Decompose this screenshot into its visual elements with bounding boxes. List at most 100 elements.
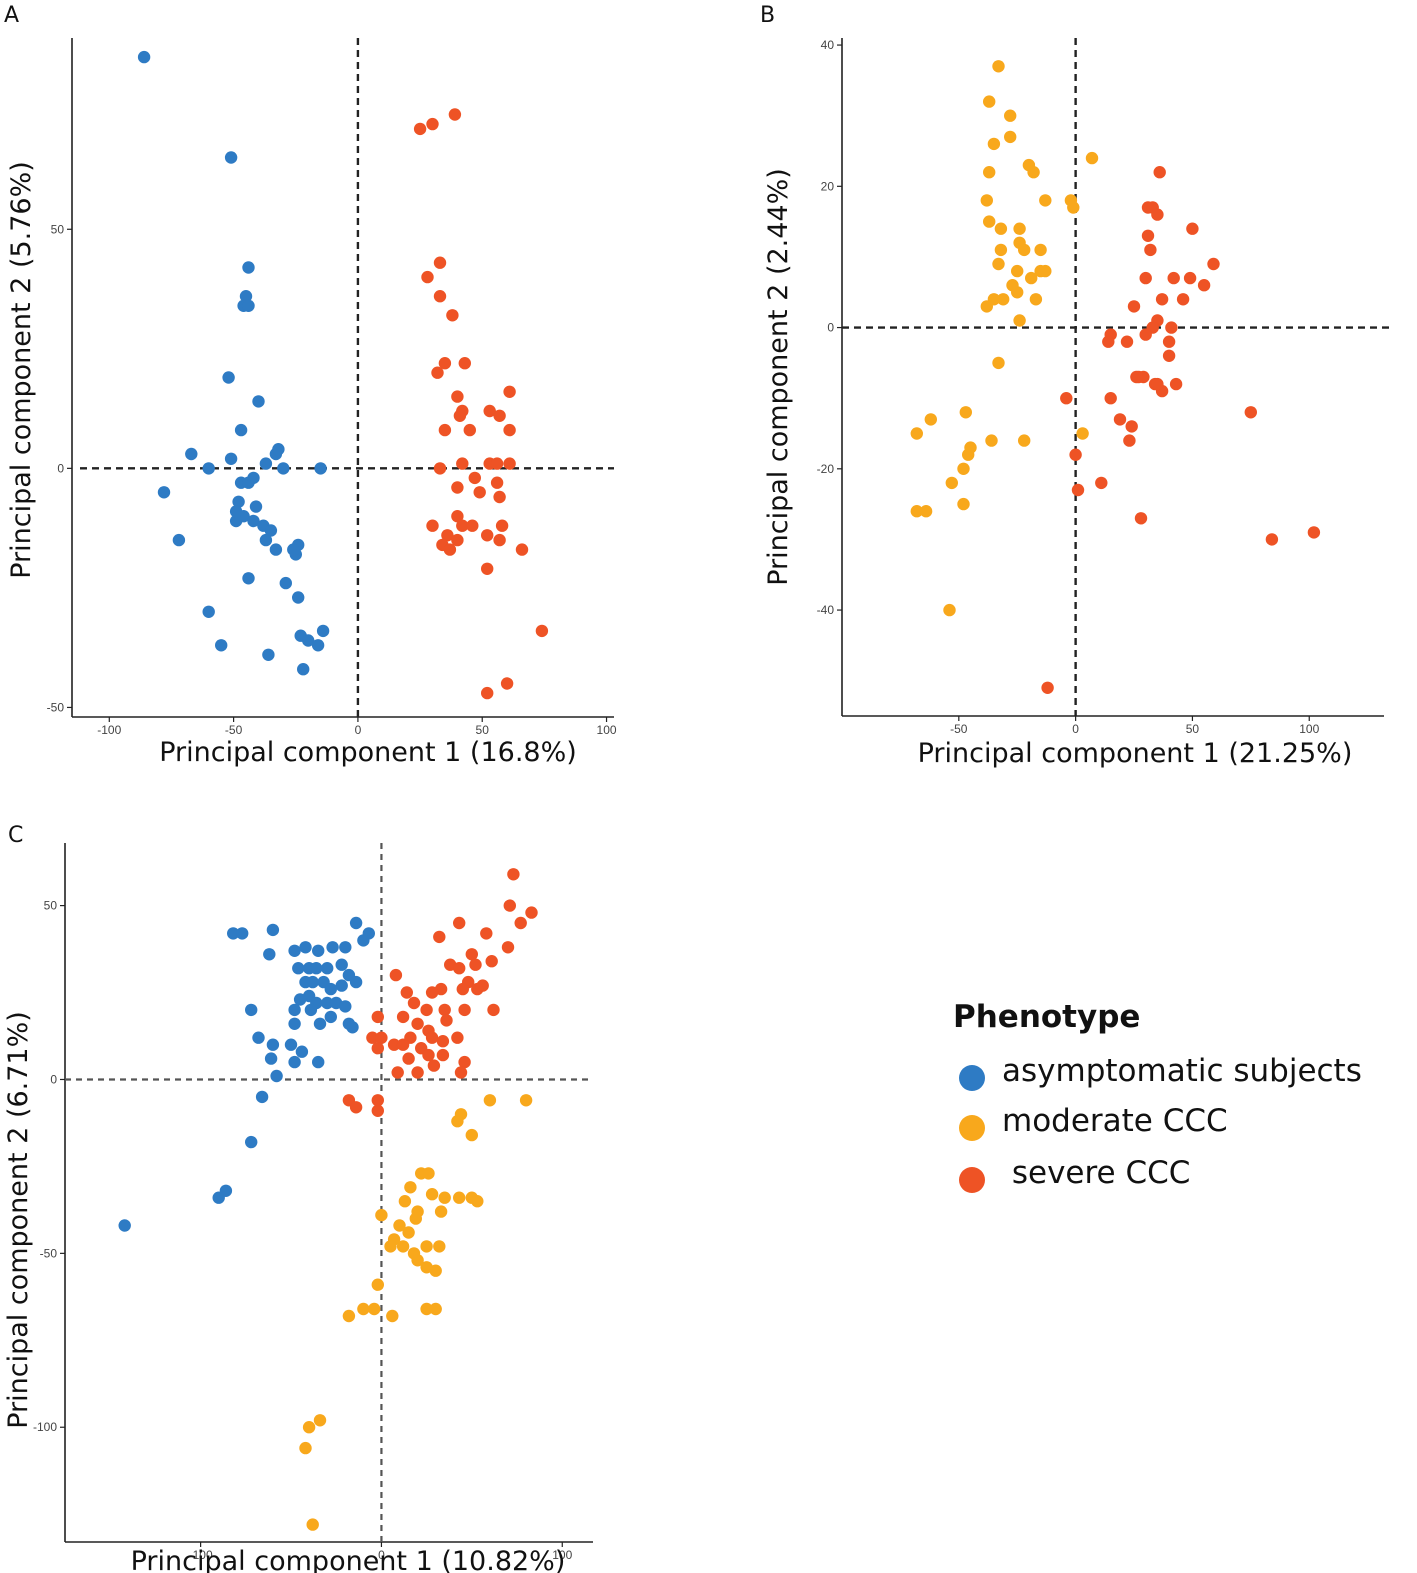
panel-c-point-severe (366, 1031, 379, 1044)
panel-a-point-severe (466, 519, 479, 532)
panel-b-point-severe (1165, 321, 1178, 334)
panel-a-point-severe (433, 290, 447, 303)
panel-c-point-severe (402, 1052, 415, 1065)
panel-c-point-severe (487, 1003, 500, 1017)
panel-b-point-severe (1162, 335, 1176, 348)
panel-c-point-moderate (306, 1518, 319, 1531)
panel-a-point-severe (448, 108, 462, 121)
panel-a-y-title: Principal component 2 (5.76%) (6, 161, 37, 579)
panel-c-point-moderate (420, 1302, 433, 1316)
panel-c-point-asymptomatic (266, 1038, 280, 1051)
panel-c-point-severe (453, 962, 466, 975)
panel-c-point-asymptomatic (236, 927, 249, 940)
panel-c-y-tick-label: 0 (50, 1072, 57, 1086)
panel-c-point-moderate (368, 1302, 381, 1316)
panel-b-point-severe (1041, 681, 1054, 694)
panel-a-point-severe (451, 533, 464, 547)
panel-b-point-moderate (980, 194, 993, 207)
panel-c-point-severe (480, 927, 493, 940)
panel-c-point-severe (503, 899, 516, 912)
panel-c-y-tick-label: -50 (40, 1246, 58, 1260)
panel-c-point-asymptomatic (310, 962, 323, 975)
panel-c-x-title: Principal component 1 (10.82%) (131, 1546, 566, 1573)
panel-b-y-tick-label: 40 (821, 38, 835, 52)
panel-c-point-severe (471, 982, 484, 996)
panel-a-y-tick-label: -50 (47, 700, 65, 714)
panel-c-point-severe (425, 1031, 439, 1044)
panel-c-point-moderate (411, 1254, 424, 1267)
panel-b-y-tick-label: 20 (821, 179, 835, 193)
panel-a-point-severe (490, 476, 504, 489)
panel-b-point-moderate (985, 434, 998, 447)
panel-c-point-severe (396, 1038, 410, 1051)
panel-c-point-asymptomatic (335, 979, 348, 992)
panel-c-point-asymptomatic (264, 1052, 278, 1065)
panel-c-y-tick-label: -100 (33, 1420, 57, 1434)
panel-c-point-severe (485, 955, 498, 968)
panel-a-point-severe (481, 686, 494, 700)
panel-b-point-severe (1113, 413, 1127, 426)
legend-marker-severe (959, 1167, 985, 1193)
panel-c-point-moderate (313, 1414, 327, 1427)
legend-marker-asymptomatic (959, 1065, 985, 1091)
panel-b-point-moderate (994, 243, 1008, 257)
panel-c-point-asymptomatic (227, 927, 240, 940)
panel-b-point-moderate (992, 356, 1005, 370)
panel-b-point-severe (1123, 434, 1136, 447)
panel-a-point-asymptomatic (297, 663, 310, 676)
panel-c-point-asymptomatic (295, 1045, 309, 1058)
panel-a-x-tick-label: -50 (225, 723, 243, 737)
panel-c-point-severe (514, 916, 527, 930)
panel-c-point-moderate (425, 1188, 439, 1201)
panel-a-point-severe (493, 490, 506, 504)
panel-c-point-asymptomatic (357, 934, 370, 947)
panel-a-point-severe (431, 366, 444, 379)
panel-c-point-moderate (402, 1226, 415, 1239)
panel-c-point-moderate (465, 1128, 478, 1142)
panel-c-point-moderate (409, 1212, 422, 1225)
panel-c-point-moderate (429, 1302, 442, 1316)
panel-b-point-moderate (1027, 166, 1040, 179)
panel-c-point-asymptomatic (118, 1219, 131, 1232)
panel-b-point-severe (1197, 279, 1211, 292)
panel-c-point-moderate (342, 1309, 356, 1323)
panel-a-letter: A (4, 3, 19, 28)
panel-a-point-severe (426, 519, 439, 532)
panel-a-point-asymptomatic (269, 543, 283, 556)
panel-b-point-moderate (924, 413, 937, 426)
panel-b-point-severe (1244, 406, 1258, 419)
panel-a-x-tick-label: -100 (97, 723, 121, 737)
panel-b-point-moderate (957, 462, 970, 475)
panel-c-point-severe (411, 1066, 424, 1079)
panel-c-point-asymptomatic (346, 1021, 359, 1034)
panel-a-point-severe (503, 385, 516, 398)
panel-c-y-title: Principal component 2 (6.71%) (3, 1011, 34, 1429)
panel-c-point-moderate (483, 1094, 497, 1107)
panel-a-point-severe (481, 529, 494, 542)
panel-b-point-severe (1102, 335, 1115, 348)
panel-a-scatter: A -100 -50 0 50 100 -50 0 50 Principal componen… (4, 3, 617, 768)
panel-b-x-tick-label: -50 (950, 722, 968, 736)
panel-c-point-asymptomatic (312, 1055, 325, 1069)
panel-a-point-asymptomatic (249, 500, 263, 513)
panel-b-point-moderate (943, 603, 956, 617)
panel-b-point-severe (1144, 243, 1157, 257)
panel-c-point-severe (400, 986, 413, 999)
legend-label-severe: severe CCC (1002, 1155, 1190, 1191)
panel-b-point-severe (1071, 483, 1085, 497)
panel-c-point-severe (420, 1003, 433, 1017)
panel-b-y-tick-label: -20 (817, 462, 835, 476)
panel-c-point-moderate (453, 1191, 466, 1204)
panel-a-point-asymptomatic (259, 457, 273, 470)
panel-b-point-severe (1151, 377, 1164, 391)
panel-b-point-severe (1153, 166, 1166, 179)
panel-a-point-asymptomatic (172, 533, 186, 547)
panel-a-point-severe (433, 462, 447, 475)
panel-c-point-asymptomatic (321, 996, 334, 1010)
panel-a-point-severe (493, 409, 506, 422)
panel-b-scatter: B -50 0 50 100 -40 -20 0 20 40 Principal compone… (760, 3, 1390, 769)
panel-c-point-severe (465, 948, 478, 961)
panel-b-point-severe (1127, 300, 1141, 313)
panel-c-point-moderate (299, 1441, 312, 1455)
panel-b-point-moderate (1039, 264, 1052, 278)
